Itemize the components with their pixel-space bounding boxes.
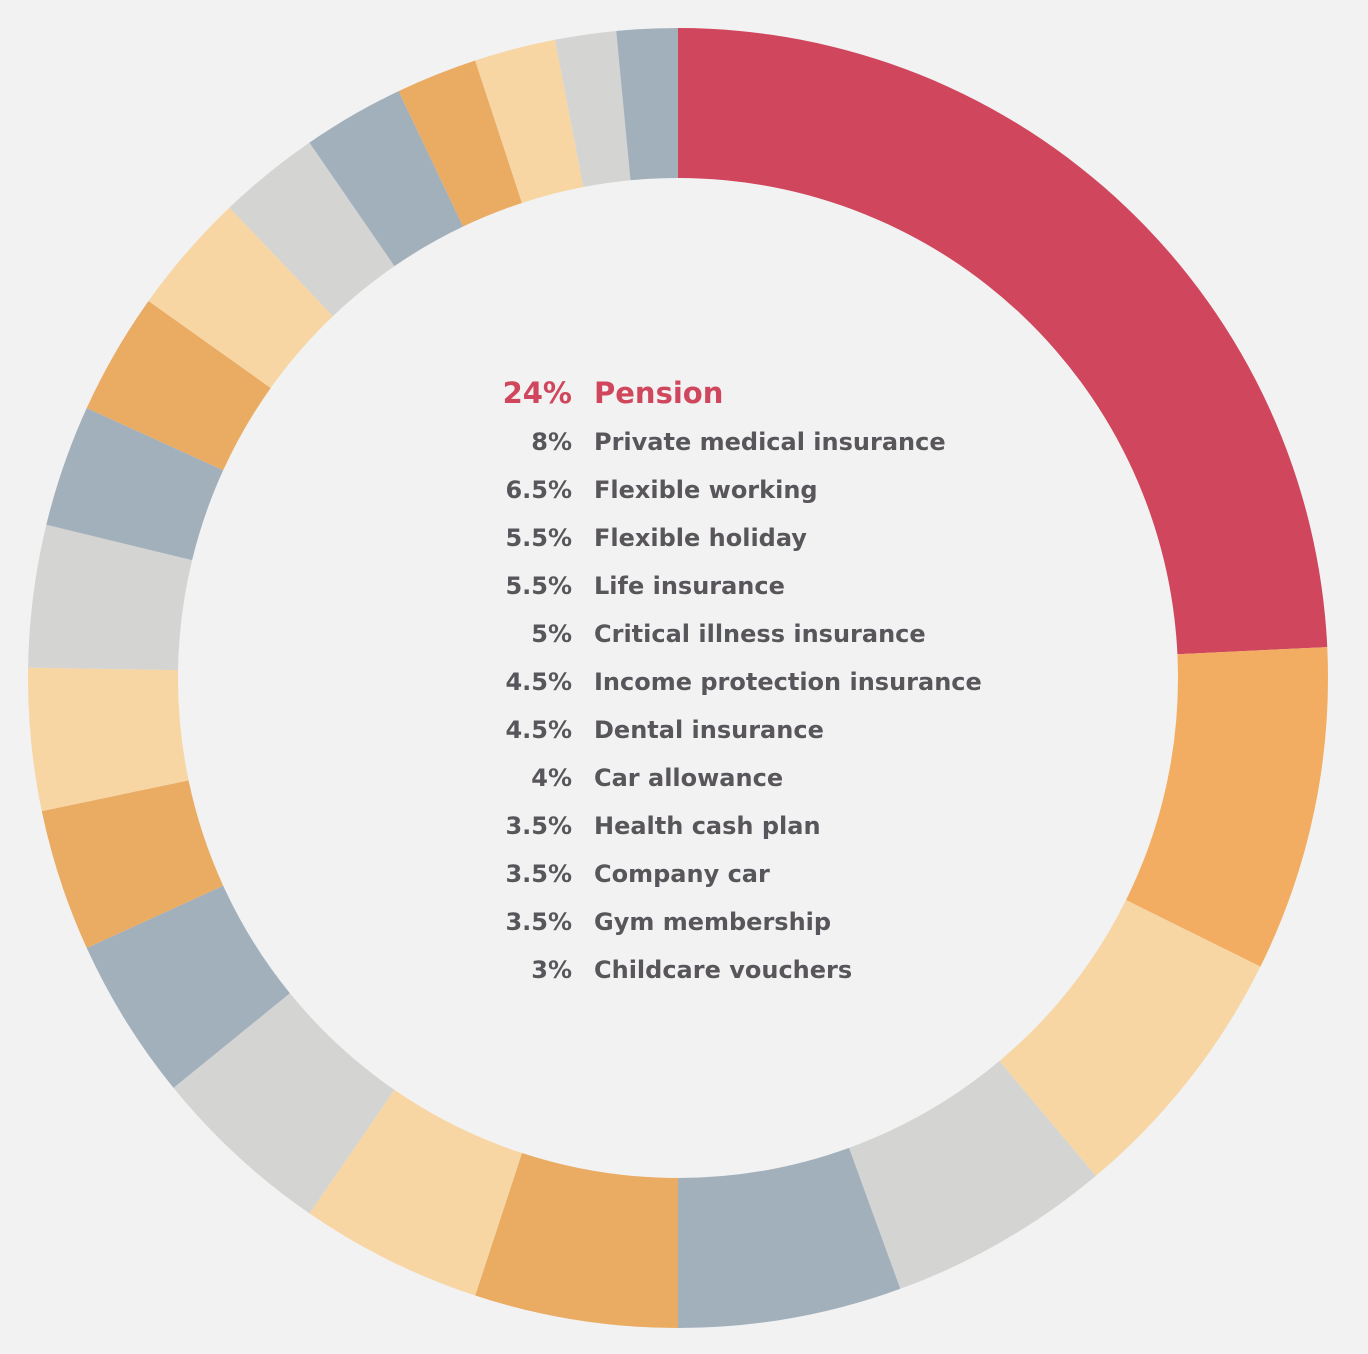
legend-percent: 8% [531,428,572,456]
legend-percent: 3.5% [505,908,572,936]
legend-label: Income protection insurance [594,668,982,696]
donut-slice-8 [173,993,395,1214]
donut-slice-7 [309,1089,522,1296]
donut-slice-12 [28,524,193,671]
legend-percent: 24% [502,376,572,410]
legend-percent: 4.5% [505,668,572,696]
legend-percent: 5.5% [505,524,572,552]
donut-slice-16 [229,142,395,317]
donut-slice-14 [86,300,271,471]
legend-label: Critical illness insurance [594,620,926,648]
legend-label: Private medical insurance [594,428,946,456]
donut-slice-21 [616,28,678,181]
legend-row: 3% Childcare vouchers [486,946,982,994]
legend-label: Car allowance [594,764,784,792]
donut-slice-3 [999,900,1261,1176]
legend-label: Childcare vouchers [594,956,853,984]
donut-slice-17 [309,91,464,267]
legend-row: 3.5% Company car [486,850,982,898]
legend-row: 4% Car allowance [486,754,982,802]
donut-slice-15 [148,207,333,388]
legend-label: Pension [594,376,724,410]
donut-slice-10 [41,780,224,949]
donut-slice-4 [849,1061,1096,1289]
legend-label: Flexible working [594,476,818,504]
donut-slice-6 [475,1153,678,1328]
legend-row: 4.5% Dental insurance [486,706,982,754]
donut-slice-1 [678,28,1328,655]
donut-slice-19 [475,39,584,203]
legend-label: Life insurance [594,572,785,600]
legend-percent: 4% [531,764,572,792]
legend-label: Health cash plan [594,812,821,840]
legend-percent: 4.5% [505,716,572,744]
legend-label: Dental insurance [594,716,824,744]
donut-slice-9 [86,885,290,1088]
donut-slice-20 [554,30,631,188]
legend: 24% Pension 8% Private medical insurance 6.5… [486,368,982,994]
donut-slice-13 [46,407,224,561]
legend-label: Flexible holiday [594,524,807,552]
legend-percent: 6.5% [505,476,572,504]
donut-slice-5 [678,1147,901,1328]
donut-slice-18 [398,60,522,227]
legend-label: Company car [594,860,770,888]
legend-percent: 3.5% [505,860,572,888]
legend-row: 5.5% Flexible holiday [486,514,982,562]
legend-row: 3.5% Gym membership [486,898,982,946]
legend-label: Gym membership [594,908,832,936]
legend-percent: 5% [531,620,572,648]
legend-row: 24% Pension [486,368,982,418]
legend-row: 5.5% Life insurance [486,562,982,610]
legend-percent: 3% [531,956,572,984]
legend-row: 4.5% Income protection insurance [486,658,982,706]
legend-percent: 5.5% [505,572,572,600]
donut-slice-11 [27,667,189,812]
donut-slice-2 [1125,647,1328,967]
legend-percent: 3.5% [505,812,572,840]
legend-row: 8% Private medical insurance [486,418,982,466]
legend-row: 6.5% Flexible working [486,466,982,514]
legend-row: 5% Critical illness insurance [486,610,982,658]
legend-row: 3.5% Health cash plan [486,802,982,850]
